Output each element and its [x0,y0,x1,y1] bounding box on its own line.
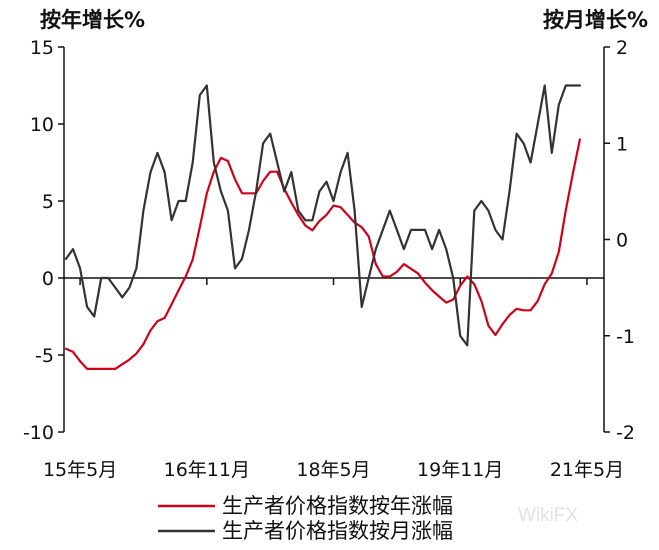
left-y-tick-label: -10 [23,422,54,444]
legend: 生产者价格指数按年涨幅 生产者价格指数按月涨幅 [158,494,453,543]
right-axis-unit-label: 按月增长% [543,8,648,32]
legend-label-mom: 生产者价格指数按月涨幅 [222,519,453,543]
right-y-tick-label: 2 [616,37,628,59]
left-axis-unit-label: 按年增长% [40,8,145,32]
right-y-tick-label: 0 [616,230,628,252]
watermark-text: WikiFX [518,505,578,526]
x-axis-ticks: 15年5月 16年11月 18年5月 19年11月 21年5月 [43,278,624,481]
series-line-ppi-mom [64,84,582,347]
right-y-tick-label: -2 [616,422,635,444]
left-y-ticks: 15 10 5 0 -5 -10 [23,37,64,444]
x-tick-label: 21年5月 [550,459,624,481]
left-y-tick-label: 0 [42,268,54,290]
series-line-ppi-yoy [64,138,582,370]
left-y-tick-label: 15 [30,37,54,59]
x-tick-label: 19年11月 [417,459,503,481]
legend-label-yoy: 生产者价格指数按年涨幅 [222,494,453,518]
x-tick-label: 18年5月 [296,459,370,481]
left-y-tick-label: 10 [30,114,54,136]
series-lines [64,84,582,370]
right-y-ticks: 2 1 0 -1 -2 [604,37,635,444]
right-y-tick-label: 1 [616,133,628,155]
left-y-tick-label: 5 [42,191,54,213]
right-y-tick-label: -1 [616,326,635,348]
x-tick-label: 16年11月 [164,459,250,481]
left-y-tick-label: -5 [35,345,54,367]
x-tick-label: 15年5月 [43,459,117,481]
